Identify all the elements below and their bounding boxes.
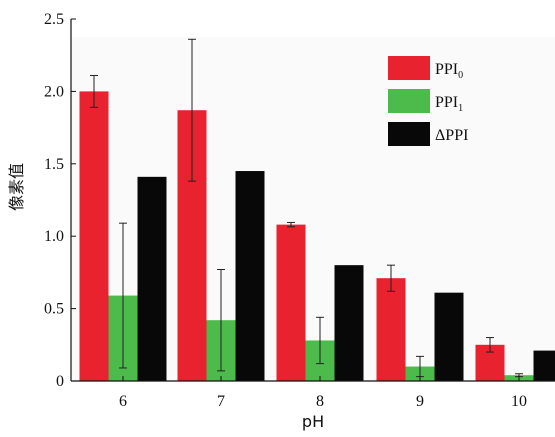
x-tick-label-6: 6 [119,393,127,410]
x-tick-label-10: 10 [511,393,527,410]
bars-layer [79,38,555,382]
y-tick-label-0.5: 0.5 [44,301,64,318]
y-tick-label-0: 0 [56,373,64,390]
legend: PPI0 PPI1 ΔPPI [388,56,468,146]
y-tick-label-1.5: 1.5 [44,156,64,173]
x-tick-label-8: 8 [316,393,324,410]
bar-s2-6 [137,176,167,381]
y-tick-label-2.5: 2.5 [44,11,64,28]
legend-label-subscript-1: 1 [458,103,463,114]
bar-s2-10 [533,350,555,381]
x-tick-label-7: 7 [217,393,225,410]
x-axis-title: pH [302,412,324,431]
legend-swatch-2 [388,122,430,146]
legend-swatch-0 [388,56,430,80]
bar-s0-9 [376,278,406,381]
bar-s0-8 [276,224,306,381]
legend-label-0: PPI0 [435,61,463,81]
legend-swatch-1 [388,89,430,113]
x-tick-label-9: 9 [416,393,424,410]
y-tick-label-2.0: 2.0 [44,83,64,100]
legend-label-subscript-0: 0 [458,70,463,81]
axes-layer: 00.51.01.52.02.56 7 8 9 10 [44,11,555,410]
legend-label-1: PPI1 [435,94,463,114]
y-axis-title: 像素值 [7,163,26,211]
bar-s2-9 [434,292,464,381]
bar-s2-7 [235,171,265,381]
y-tick-label-1.0: 1.0 [44,228,64,245]
bar-s2-8 [334,265,364,381]
legend-label-2: ΔPPI [435,127,468,144]
bar-s0-6 [79,91,109,382]
